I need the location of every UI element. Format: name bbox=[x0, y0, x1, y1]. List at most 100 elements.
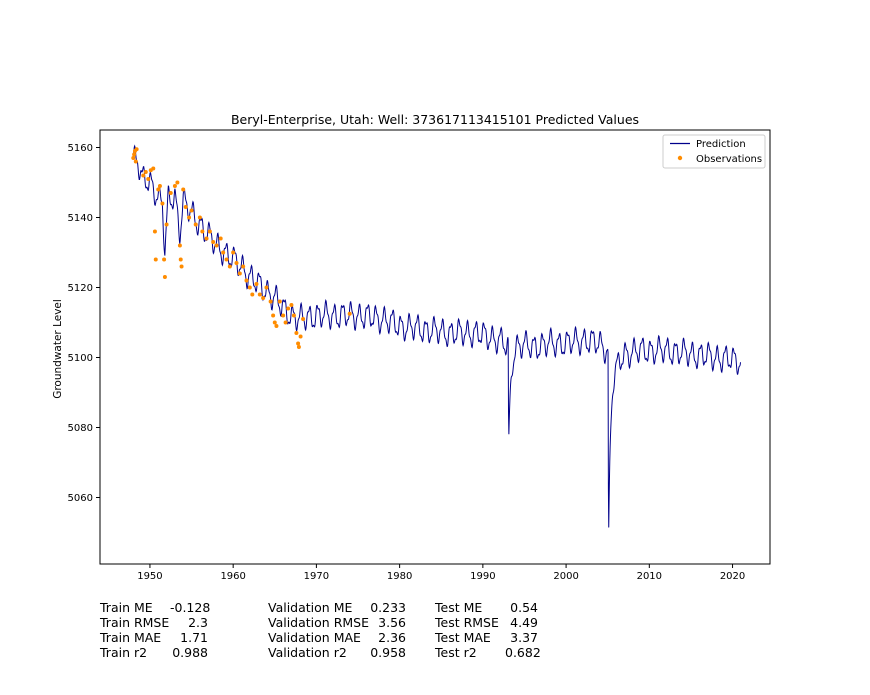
legend: Prediction Observations bbox=[662, 134, 766, 169]
observation-point bbox=[156, 187, 161, 192]
observation-point bbox=[189, 208, 194, 213]
metric-label: Test RMSE bbox=[435, 615, 499, 630]
metric-row: Test r2 0.682 bbox=[435, 645, 541, 660]
observation-point bbox=[257, 292, 262, 297]
observation-point bbox=[274, 324, 279, 328]
observation-point bbox=[183, 205, 188, 209]
observation-point bbox=[187, 215, 192, 220]
observation-point bbox=[241, 264, 246, 269]
observation-point bbox=[153, 257, 158, 262]
observation-point bbox=[200, 229, 205, 234]
metric-row: Test MAE 3.37 bbox=[435, 630, 538, 645]
metric-label: Validation r2 bbox=[268, 645, 347, 660]
observation-point bbox=[177, 243, 182, 248]
observation-point bbox=[254, 282, 259, 286]
observation-point bbox=[296, 345, 301, 349]
x-tick-label: 1990 bbox=[470, 571, 495, 582]
observation-point bbox=[277, 299, 282, 304]
observation-point bbox=[268, 299, 273, 304]
metric-value: -0.128 bbox=[170, 600, 211, 615]
metric-value: 0.988 bbox=[172, 645, 208, 660]
observation-point bbox=[193, 222, 198, 227]
axis-ticks: 1950 1960 1970 1980 1990 2000 2010 2020 5060 5080… bbox=[68, 143, 746, 582]
observation-point bbox=[283, 320, 288, 325]
observation-point bbox=[179, 264, 184, 269]
observation-point bbox=[289, 303, 294, 307]
metric-row: Train MAE 1.71 bbox=[100, 630, 208, 645]
metric-value: 0.682 bbox=[505, 645, 541, 660]
observation-point bbox=[168, 191, 173, 195]
observation-point bbox=[146, 177, 151, 181]
observation-point bbox=[164, 222, 169, 227]
observation-point bbox=[133, 159, 138, 164]
legend-observations-label: Observations bbox=[696, 154, 762, 165]
observation-point bbox=[231, 250, 236, 255]
x-tick-label: 2020 bbox=[720, 571, 745, 582]
metric-row: Validation ME 0.233 bbox=[268, 600, 406, 615]
observation-point bbox=[160, 201, 165, 206]
observation-point bbox=[271, 313, 276, 318]
metric-value: 3.37 bbox=[510, 630, 538, 645]
observation-point bbox=[162, 257, 167, 262]
metric-label: Validation MAE bbox=[268, 630, 361, 645]
observation-point bbox=[272, 320, 277, 325]
metric-row: Validation r2 0.958 bbox=[268, 645, 406, 660]
observation-point bbox=[134, 147, 139, 152]
observation-point bbox=[264, 285, 269, 290]
metric-row: Validation RMSE 3.56 bbox=[268, 615, 406, 630]
observation-point bbox=[301, 317, 306, 321]
x-tick-label: 2010 bbox=[637, 571, 662, 582]
observation-point bbox=[181, 187, 186, 192]
metric-label: Validation ME bbox=[268, 600, 353, 615]
metric-value: 2.3 bbox=[188, 615, 208, 630]
observation-point bbox=[204, 236, 209, 241]
x-tick-label: 1970 bbox=[304, 571, 329, 582]
observation-point bbox=[214, 243, 219, 248]
observation-point bbox=[281, 313, 286, 318]
metric-value: 1.71 bbox=[180, 630, 208, 645]
observation-point bbox=[211, 240, 216, 244]
observation-point bbox=[296, 341, 301, 346]
metric-row: Test ME 0.54 bbox=[435, 600, 538, 615]
observation-point bbox=[221, 250, 226, 255]
observation-point bbox=[207, 229, 212, 234]
validation-metrics: Validation ME 0.233 Validation RMSE 3.56 V… bbox=[268, 600, 406, 660]
plot-frame bbox=[99, 129, 771, 565]
observation-point bbox=[234, 261, 239, 265]
y-tick-label: 5080 bbox=[68, 423, 93, 434]
observation-point bbox=[294, 331, 299, 335]
observation-point bbox=[152, 229, 157, 234]
metric-value: 0.958 bbox=[370, 645, 406, 660]
metric-label: Test MAE bbox=[435, 630, 491, 645]
metric-value: 0.233 bbox=[370, 600, 406, 615]
metric-row: Train ME -0.128 bbox=[100, 600, 211, 615]
observation-point bbox=[157, 184, 162, 188]
observation-point bbox=[197, 215, 202, 220]
y-axis-label: Groundwater Level bbox=[52, 299, 64, 399]
metric-label: Train r2 bbox=[100, 645, 148, 660]
observation-point bbox=[291, 313, 296, 318]
y-tick-label: 5100 bbox=[68, 353, 93, 364]
metric-value: 3.56 bbox=[378, 615, 406, 630]
observation-point bbox=[224, 257, 229, 262]
observation-point bbox=[244, 278, 249, 283]
observation-point bbox=[151, 166, 156, 171]
x-tick-label: 2000 bbox=[553, 571, 578, 582]
metric-row: Validation MAE 2.36 bbox=[268, 630, 406, 645]
observation-point bbox=[247, 285, 252, 290]
observation-point bbox=[172, 184, 177, 188]
x-tick-label: 1950 bbox=[137, 571, 162, 582]
y-tick-label: 5160 bbox=[68, 143, 93, 154]
observation-point bbox=[131, 156, 136, 160]
metric-row: Train RMSE 2.3 bbox=[100, 615, 208, 630]
observation-point bbox=[132, 152, 137, 157]
plot-area bbox=[131, 144, 742, 528]
observation-point bbox=[143, 170, 148, 174]
observation-point bbox=[141, 173, 146, 178]
legend-prediction-label: Prediction bbox=[696, 139, 746, 150]
metric-label: Train ME bbox=[100, 600, 153, 615]
y-tick-label: 5140 bbox=[68, 213, 93, 224]
metric-label: Train MAE bbox=[100, 630, 162, 645]
observation-point bbox=[162, 275, 167, 279]
